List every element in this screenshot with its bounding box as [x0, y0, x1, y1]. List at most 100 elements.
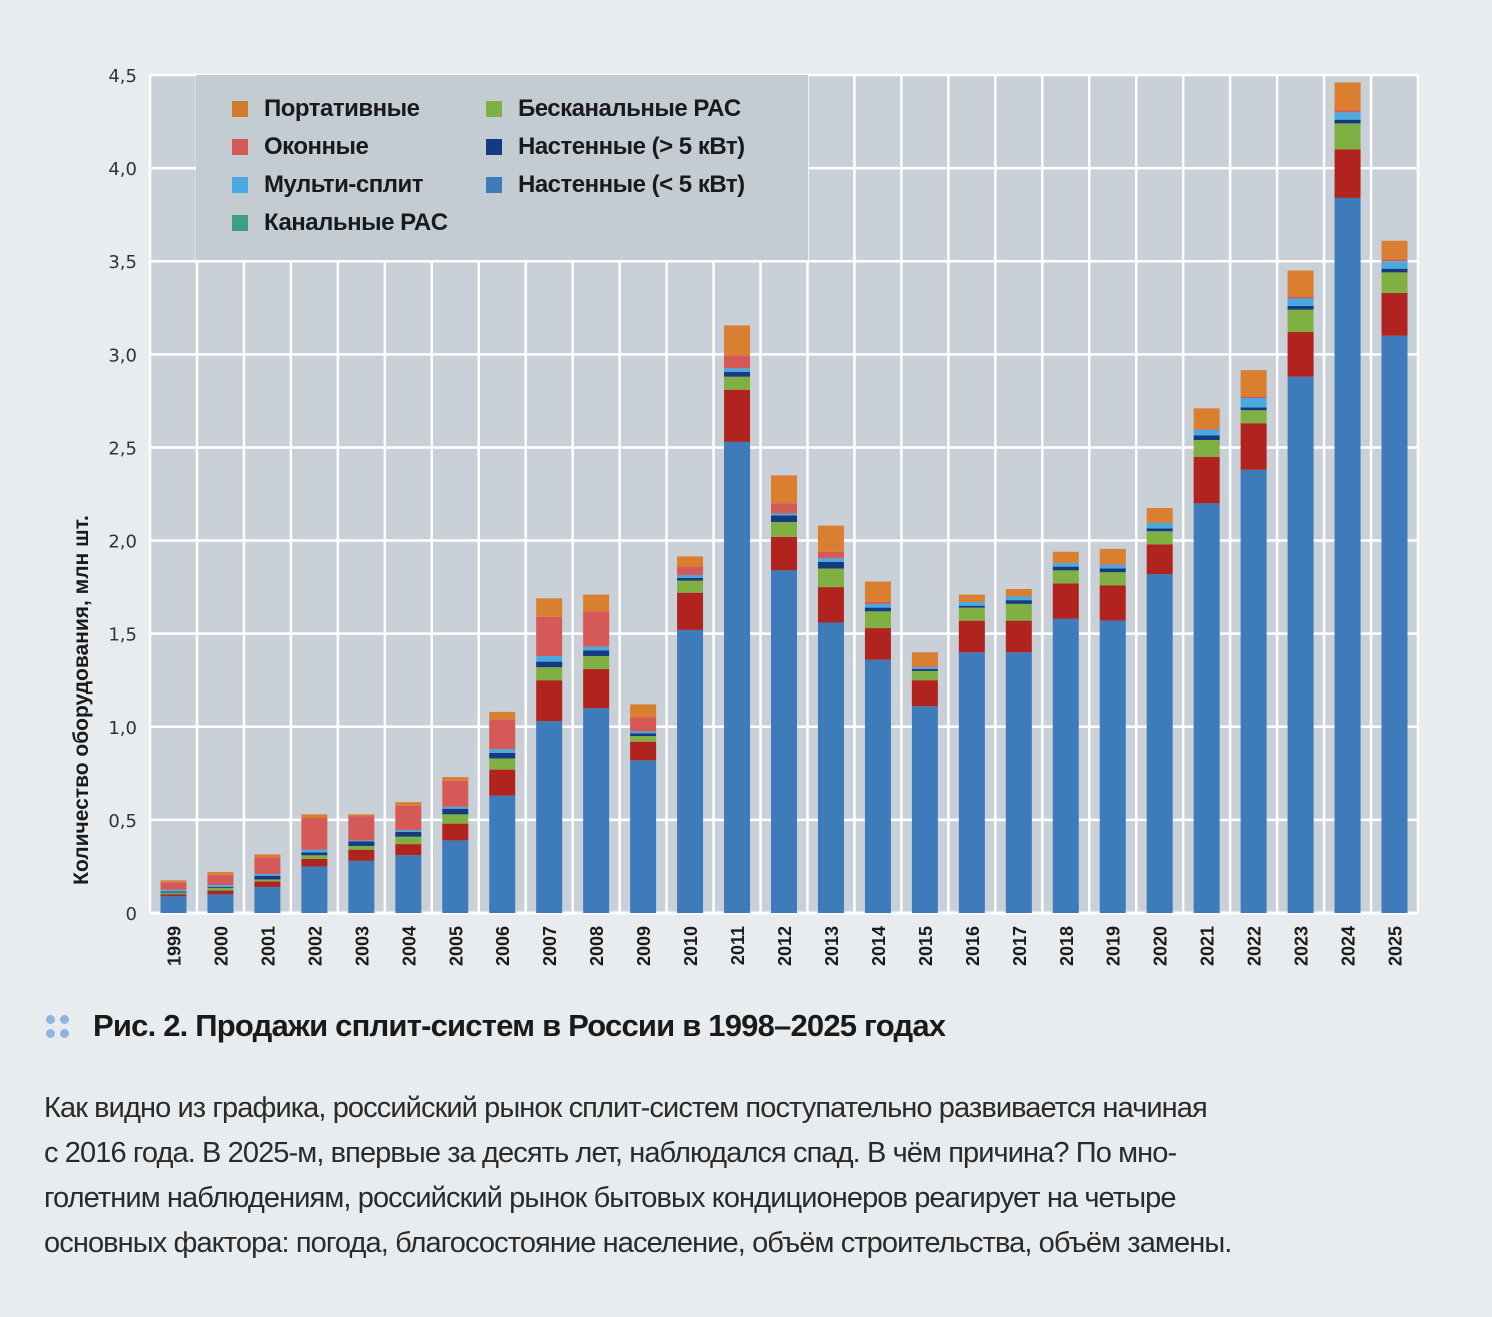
bar-segment	[583, 646, 610, 651]
bar-segment	[771, 536, 797, 571]
x-tick-label: 2002	[305, 926, 325, 966]
bar-segment	[911, 652, 938, 667]
bar-segment	[442, 806, 469, 809]
bar-segment	[1240, 398, 1267, 408]
bar-segment	[677, 592, 704, 630]
x-tick-label: 2013	[822, 926, 842, 966]
body-paragraph: Как видно из графика, российский рынок с…	[44, 1086, 1464, 1266]
bar-stack-1999	[160, 880, 187, 913]
legend-swatch-portable	[232, 101, 248, 117]
bar-segment	[630, 760, 657, 913]
bar-segment	[630, 717, 657, 732]
bar-segment	[301, 855, 328, 859]
bar-segment	[1193, 456, 1220, 504]
bar-segment	[301, 866, 328, 913]
bar-segment	[207, 872, 234, 875]
bar-stack-2021	[1193, 408, 1220, 913]
bar-segment	[489, 758, 516, 770]
legend-swatch-window	[232, 139, 248, 155]
bar-segment	[348, 841, 375, 846]
bar-segment	[1240, 469, 1267, 913]
bar-segment	[817, 525, 844, 552]
bar-segment	[1381, 268, 1408, 273]
bar-segment	[1146, 528, 1173, 532]
bar-segment	[583, 669, 610, 709]
bar-segment	[583, 594, 610, 612]
bar-segment	[1334, 112, 1361, 120]
bar-segment	[160, 889, 187, 892]
y-tick-label: 1,5	[108, 625, 137, 646]
bar-stack-2024	[1334, 82, 1361, 913]
bar-segment	[348, 860, 375, 913]
bar-segment	[1287, 376, 1314, 913]
bar-segment	[1099, 620, 1126, 913]
bar-segment	[160, 896, 187, 913]
bar-segment	[1146, 522, 1173, 529]
bar-segment	[677, 580, 704, 593]
bar-segment	[1240, 410, 1267, 424]
bar-segment	[630, 704, 657, 718]
bar-segment	[1193, 440, 1220, 457]
bar-stack-2016	[958, 594, 985, 913]
bar-segment	[1287, 331, 1314, 377]
bar-segment	[348, 840, 375, 842]
legend-item-wall-under-5kw: Настенные (< 5 кВт)	[486, 171, 745, 199]
bar-segment	[442, 814, 469, 824]
bar-segment	[1381, 261, 1408, 269]
bar-segment	[1052, 618, 1079, 913]
bar-segment	[958, 605, 985, 608]
bar-segment	[1240, 423, 1267, 470]
bar-segment	[536, 616, 563, 657]
bar-segment	[536, 656, 563, 662]
bar-segment	[1334, 149, 1361, 198]
bar-segment	[677, 629, 704, 913]
bar-segment	[911, 706, 938, 913]
bar-segment	[1052, 551, 1079, 563]
bar-segment	[677, 556, 704, 567]
bar-segment	[817, 587, 844, 623]
bar-segment	[489, 711, 516, 720]
bar-segment	[958, 652, 985, 913]
x-tick-label: 1999	[165, 926, 185, 966]
bar-stack-2023	[1287, 270, 1314, 913]
bar-segment	[1005, 603, 1032, 621]
bar-segment	[1381, 292, 1408, 336]
bar-segment	[1240, 370, 1267, 397]
bar-segment	[489, 752, 516, 759]
bar-segment	[536, 661, 563, 668]
bar-segment	[395, 802, 422, 806]
bar-segment	[1334, 197, 1361, 913]
bar-segment	[254, 875, 281, 880]
legend-label: Портативные	[264, 95, 420, 122]
bar-segment	[1334, 110, 1361, 113]
bar-segment	[301, 859, 328, 867]
bar-segment	[724, 368, 751, 373]
bar-segment	[1240, 407, 1267, 411]
bar-segment	[817, 561, 844, 569]
paragraph-line: основных фактора: погода, благосостояние…	[44, 1227, 1232, 1259]
bar-segment	[395, 830, 422, 832]
y-tick-label: 3,0	[108, 345, 137, 366]
bar-stack-2002	[301, 814, 328, 913]
bar-segment	[254, 857, 281, 874]
legend-label: Настенные (> 5 кВт)	[518, 133, 745, 160]
x-tick-label: 2022	[1245, 926, 1265, 966]
bar-stack-2012	[771, 475, 797, 913]
y-axis-ticks: 0 0,5 1,0 1,5 2,0 2,5 3,0 3,5 4,0 4,5	[108, 66, 137, 925]
bar-segment	[771, 475, 797, 504]
legend-label: Бесканальные PAC	[518, 95, 741, 122]
bar-segment	[1052, 566, 1079, 571]
bar-segment	[1099, 572, 1126, 586]
bar-segment	[1193, 503, 1220, 913]
bar-stack-2003	[348, 814, 375, 913]
bar-stack-2006	[489, 711, 516, 913]
legend-item-ductless-pac: Бесканальные PAC	[486, 95, 741, 123]
bar-segment	[1005, 620, 1032, 653]
bar-stack-2018	[1052, 551, 1079, 913]
bar-stack-2009	[630, 704, 657, 913]
y-tick-label: 2,0	[108, 532, 137, 553]
x-tick-label: 2011	[728, 926, 748, 965]
bar-segment	[160, 880, 187, 883]
paragraph-line: голетним наблюдениям, российский рынок б…	[44, 1182, 1177, 1214]
bar-segment	[817, 622, 844, 913]
